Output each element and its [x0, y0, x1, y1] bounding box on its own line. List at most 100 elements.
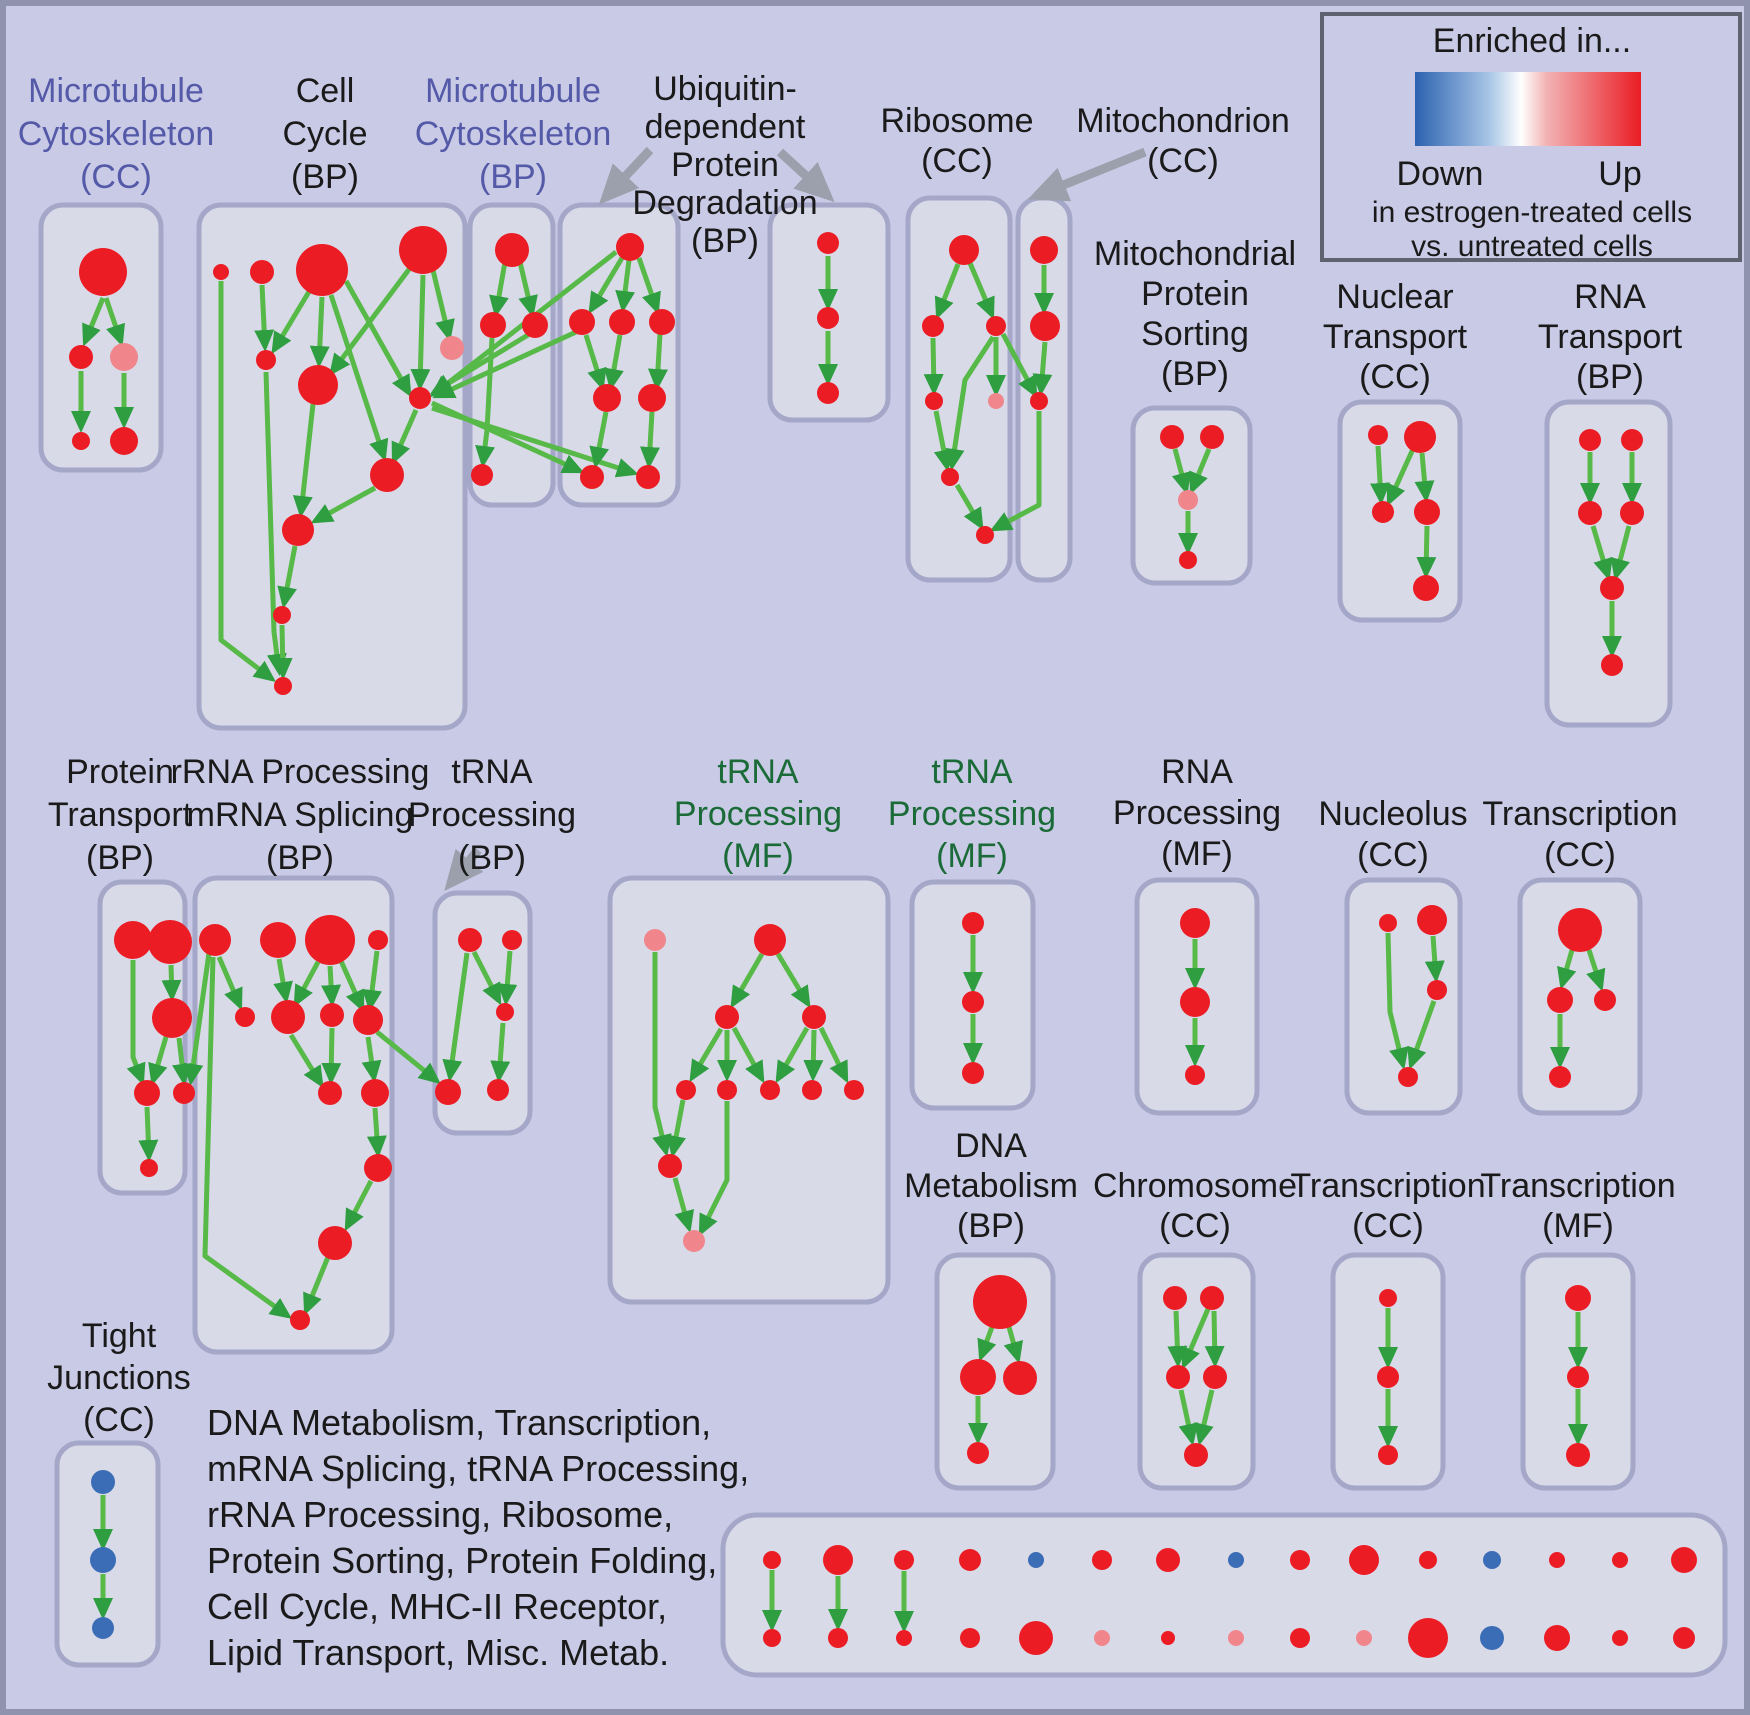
go-term-node: [496, 1003, 514, 1021]
go-term-node: [1566, 1443, 1590, 1467]
edge-arrow: [490, 1022, 511, 1083]
go-term-node: [960, 1628, 980, 1648]
go-term-node: [148, 920, 192, 964]
cluster-label-rna-processing-mf: RNA Processing (MF): [1113, 753, 1281, 873]
edge-arrow: [375, 1030, 441, 1085]
go-term-node: [305, 915, 355, 965]
go-term-node: [140, 1159, 158, 1177]
go-term-node: [580, 465, 604, 489]
edge-arrow: [615, 259, 636, 313]
go-term-node: [1378, 1445, 1398, 1465]
go-term-node: [1184, 1443, 1208, 1467]
edge-arrow: [1416, 525, 1437, 579]
go-term-node: [1200, 425, 1224, 449]
edge-arrow: [1171, 448, 1192, 495]
legend-subtitle-line1: in estrogen-treated cells: [1372, 196, 1692, 229]
go-term-node: [1163, 1286, 1187, 1310]
go-term-node: [199, 924, 231, 956]
go-term-node: [973, 1275, 1027, 1329]
go-term-node: [636, 465, 660, 489]
edge-arrow: [647, 333, 668, 391]
go-term-node: [1417, 905, 1447, 935]
go-term-node: [1003, 1361, 1037, 1395]
go-term-node: [1028, 1552, 1044, 1568]
go-term-node: [1228, 1552, 1244, 1568]
edge-arrow: [202, 956, 293, 1319]
go-term-node: [1180, 987, 1210, 1017]
go-term-node: [91, 1470, 115, 1494]
go-term-node: [1398, 1067, 1418, 1087]
label-pointer-arrow: [444, 847, 484, 891]
go-term-node: [1092, 1550, 1112, 1570]
go-term-node: [1368, 425, 1388, 445]
go-term-node: [256, 350, 276, 370]
go-term-node: [649, 309, 675, 335]
go-term-node: [986, 316, 1006, 336]
go-term-node: [1600, 576, 1624, 600]
cluster-label-cell-cycle-bp: Cell Cycle (BP): [282, 72, 367, 196]
go-term-node: [1379, 914, 1397, 932]
go-term-node: [110, 343, 138, 371]
edge-arrow: [989, 411, 1042, 532]
go-term-node: [1549, 1552, 1565, 1568]
edge-arrow: [1610, 525, 1632, 581]
go-term-node: [134, 1080, 160, 1106]
edge-arrow: [489, 261, 509, 318]
edge-arrow: [138, 1106, 159, 1162]
edge-arrow: [254, 284, 275, 352]
edge-arrow: [391, 408, 419, 465]
edge-arrow: [954, 483, 984, 531]
go-term-node: [894, 1550, 914, 1570]
go-term-node: [717, 1080, 737, 1100]
edge-arrow: [82, 297, 106, 347]
misc-summary-text: DNA Metabolism, Transcription, mRNA Splic…: [207, 1402, 749, 1673]
edge-arrow: [666, 1099, 686, 1158]
go-term-node: [1379, 1289, 1397, 1307]
legend-down-label: Down: [1397, 155, 1484, 193]
go-term-node: [274, 677, 292, 695]
legend-gradient-bar: [1415, 72, 1641, 146]
go-term-node: [471, 464, 493, 486]
cluster-box-misc-summary-box: [720, 1512, 1728, 1678]
go-term-node: [1419, 1551, 1437, 1569]
go-term-node: [960, 1359, 996, 1395]
edge-arrow: [977, 1326, 997, 1362]
edge-arrow: [672, 1177, 695, 1233]
edge-arrow: [303, 1256, 331, 1316]
edge-arrow: [636, 257, 661, 315]
cluster-box-nuclear-transport-cc: [1337, 399, 1463, 623]
edge-arrow: [475, 337, 495, 468]
edge-arrow: [126, 960, 146, 1086]
go-term-node: [1612, 1630, 1628, 1646]
go-term-node: [1404, 421, 1436, 453]
go-term-node: [320, 1003, 344, 1027]
go-term-node: [1180, 908, 1210, 938]
go-term-node: [1480, 1626, 1504, 1650]
go-term-node: [754, 924, 786, 956]
go-term-node: [616, 233, 644, 261]
edge-arrow: [218, 281, 276, 683]
go-term-node: [962, 991, 984, 1013]
edge-arrow: [1181, 1308, 1211, 1370]
go-term-node: [1620, 501, 1644, 525]
edge-arrow: [583, 334, 607, 391]
go-term-node: [823, 1545, 853, 1575]
edge-arrow: [328, 294, 389, 462]
cluster-label-transcription-cc-lower: Transcription (CC): [1290, 1167, 1485, 1245]
edge-arrow: [272, 624, 293, 680]
go-term-node: [1671, 1547, 1697, 1573]
edge-arrow: [1590, 525, 1613, 581]
go-term-node: [487, 1079, 509, 1101]
go-term-node: [271, 1000, 305, 1034]
go-term-node: [1372, 501, 1394, 523]
edge-arrow: [103, 297, 125, 347]
cluster-label-trna-processing-mf-1: tRNA Processing (MF): [674, 753, 842, 875]
edge-arrow: [273, 958, 293, 1004]
go-term-node: [260, 922, 296, 958]
edge-arrow: [731, 1026, 765, 1084]
go-term-node: [364, 1154, 392, 1182]
go-term-node: [817, 382, 839, 404]
edge-arrow: [338, 959, 365, 1013]
go-term-node: [1290, 1550, 1310, 1570]
